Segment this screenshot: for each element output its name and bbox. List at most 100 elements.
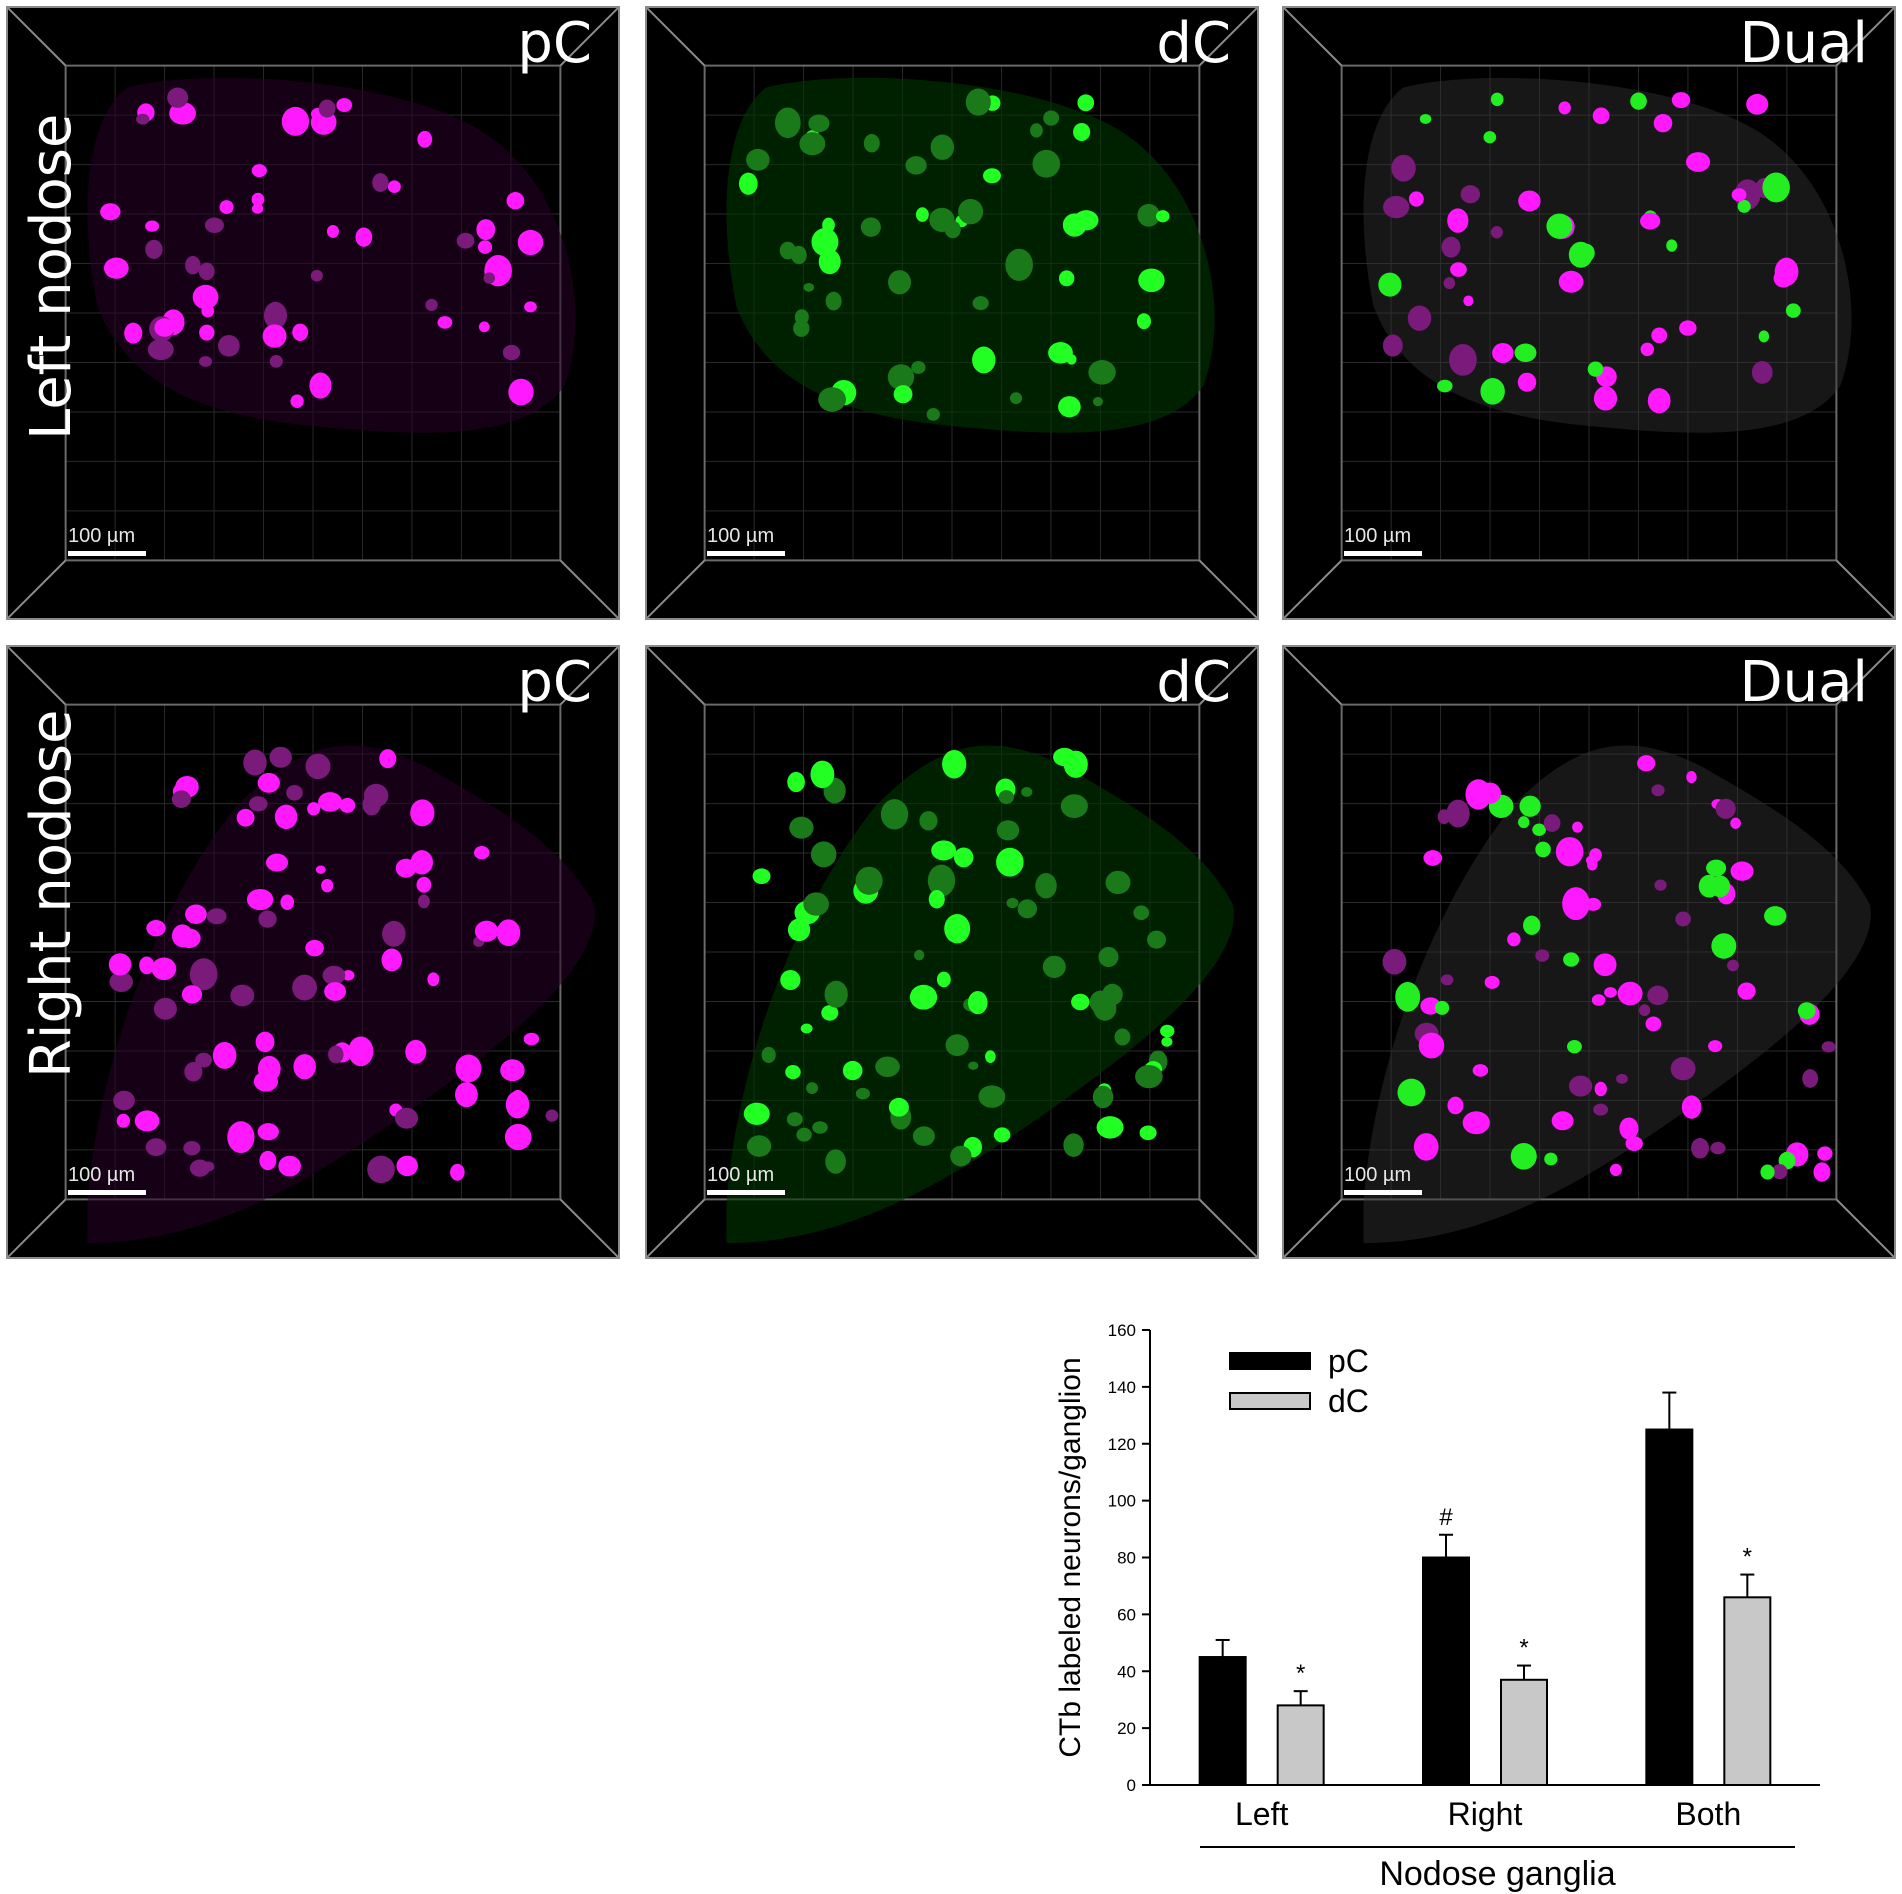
tissue-outline	[726, 77, 1215, 433]
neuron-cell	[1708, 1040, 1723, 1053]
neuron-cell	[825, 291, 842, 311]
neuron-cell	[803, 892, 829, 916]
neuron-cell	[473, 846, 490, 860]
neuron-cell	[1088, 360, 1116, 385]
scale-bar: 100 µm	[1344, 1164, 1422, 1195]
neuron-cell	[1139, 1125, 1157, 1141]
neuron-cell	[887, 364, 915, 390]
neuron-cell	[1555, 837, 1584, 867]
legend-label: dC	[1328, 1383, 1369, 1419]
neuron-cell	[113, 1090, 135, 1111]
neuron-cell	[363, 783, 389, 808]
neuron-cell	[1686, 770, 1697, 784]
neuron-cell	[1446, 799, 1470, 828]
significance-marker: *	[1743, 1544, 1752, 1571]
neuron-cell	[1160, 1024, 1175, 1038]
neuron-cell	[855, 1087, 870, 1100]
scale-bar: 100 µm	[68, 525, 146, 556]
neuron-cell	[1483, 131, 1497, 144]
neuron-cell	[1532, 823, 1546, 836]
neuron-cell	[1710, 1141, 1726, 1155]
neuron-cell	[474, 920, 499, 942]
neuron-cell	[1383, 195, 1410, 219]
perspective-edge	[559, 559, 618, 618]
neuron-cell	[292, 323, 309, 341]
neuron-cell	[1518, 190, 1541, 212]
row-label-right: Right nodose	[19, 709, 84, 1078]
neuron-cell	[189, 908, 201, 920]
neuron-cell	[416, 876, 432, 893]
neuron-cell	[1092, 396, 1103, 407]
neuron-cell	[336, 98, 353, 113]
y-tick-label: 140	[1108, 1378, 1136, 1397]
neuron-cell	[998, 790, 1014, 805]
neuron-cell	[1443, 277, 1456, 290]
neuron-cell	[1604, 987, 1617, 998]
neuron-cell	[1671, 92, 1691, 109]
legend-swatch	[1229, 1392, 1311, 1410]
neuron-cell	[315, 865, 326, 874]
perspective-edge	[1284, 647, 1343, 706]
perspective-edge	[1198, 647, 1257, 706]
neuron-cell	[545, 1109, 559, 1122]
neuron-cell	[944, 220, 961, 239]
neuron-cell	[880, 799, 909, 830]
neuron-cell	[978, 1085, 1006, 1108]
neuron-cell	[269, 355, 283, 368]
perspective-edge	[1198, 8, 1257, 67]
y-tick-label: 80	[1117, 1549, 1136, 1568]
neuron-cell	[1021, 786, 1033, 797]
neuron-cell	[309, 372, 332, 399]
neuron-cell	[911, 361, 926, 374]
neuron-cell	[818, 387, 846, 412]
neuron-cell	[167, 87, 189, 108]
neuron-cell	[1647, 388, 1671, 414]
neuron-cell	[785, 1065, 801, 1080]
neuron-cell	[1558, 270, 1584, 293]
neuron-cell	[116, 1113, 130, 1128]
neuron-cell	[965, 88, 991, 116]
y-axis-label: CTb labeled neurons/ganglion	[1054, 1357, 1087, 1757]
neuron-cell	[1058, 270, 1075, 287]
neuron-cell	[154, 318, 175, 337]
neuron-cell	[139, 956, 155, 975]
neuron-cell	[1637, 755, 1656, 772]
neuron-cell	[1397, 1078, 1426, 1107]
neuron-cell	[930, 134, 955, 160]
neuron-cell	[183, 1141, 201, 1156]
neuron-cell	[1480, 378, 1505, 405]
channel-label: dC	[1156, 650, 1231, 715]
neuron-cell	[1155, 210, 1170, 223]
neuron-cell	[218, 334, 240, 357]
perspective-edge	[559, 1198, 618, 1257]
neuron-cell	[1449, 343, 1477, 376]
y-tick-label: 20	[1117, 1719, 1136, 1738]
neuron-cell	[787, 918, 811, 942]
neuron-cell	[510, 1089, 525, 1106]
neuron-cell	[1730, 861, 1754, 881]
neuron-cell	[824, 980, 848, 1008]
neuron-cell	[1617, 981, 1643, 1006]
neuron-cell	[967, 991, 988, 1015]
scale-bar: 100 µm	[707, 1164, 785, 1195]
neuron-cell	[251, 192, 265, 207]
neuron-cell	[1813, 1162, 1831, 1182]
neuron-cell	[1764, 906, 1787, 926]
neuron-cell	[181, 985, 203, 1004]
neuron-cell	[855, 866, 883, 895]
neuron-cell	[103, 257, 129, 279]
inner-frame	[1340, 64, 1838, 562]
neuron-cell	[810, 841, 837, 868]
neuron-cell	[953, 847, 974, 868]
neuron-cell	[1817, 1146, 1833, 1161]
neuron-cell	[508, 378, 534, 406]
neuron-cell	[1758, 330, 1770, 343]
neuron-cell	[927, 864, 956, 897]
neuron-cell	[290, 394, 304, 409]
neuron-cell	[1535, 949, 1550, 962]
neuron-cell	[184, 1062, 203, 1082]
scale-bar: 100 µm	[68, 1164, 146, 1195]
perspective-edge	[647, 559, 706, 618]
neuron-cell	[1523, 915, 1541, 936]
category-label: Left	[1235, 1796, 1288, 1832]
